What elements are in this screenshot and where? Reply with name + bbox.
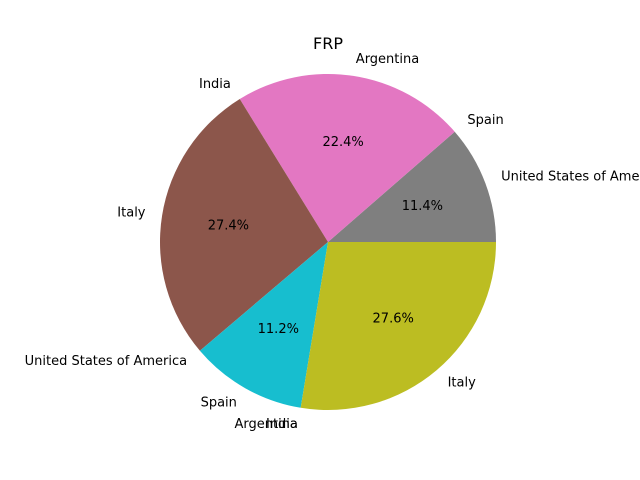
slice-label-9: Italy (448, 375, 477, 390)
pie-slices (159, 73, 496, 410)
slice-label-8: India (266, 417, 298, 432)
pie-slice-9 (300, 242, 496, 410)
pie-slice-0 (328, 131, 496, 242)
slice-label-6: Spain (201, 395, 237, 410)
slice-percent-2: 22.4% (322, 135, 363, 150)
slice-label-5: United States of America (25, 354, 187, 369)
slice-percent-6: 11.2% (258, 322, 299, 337)
slice-percent-0: 11.4% (402, 199, 443, 214)
pie-slice-4 (159, 99, 328, 351)
slice-label-7: Argentina (234, 417, 297, 432)
slice-label-4: Italy (117, 206, 146, 221)
slice-label-3: India (199, 77, 231, 92)
chart-title: FRP (313, 34, 343, 53)
slice-percent-9: 27.6% (373, 311, 414, 326)
slice-label-1: Spain (467, 113, 503, 128)
pie-slice-2 (239, 73, 455, 242)
slice-label-0: United States of America (501, 170, 640, 185)
pie-slice-6 (199, 242, 328, 408)
slice-label-2: Argentina (356, 52, 419, 67)
slice-percent-4: 27.4% (208, 219, 249, 234)
pie-labels: United States of America 11.4% Spain Argent… (25, 52, 640, 432)
